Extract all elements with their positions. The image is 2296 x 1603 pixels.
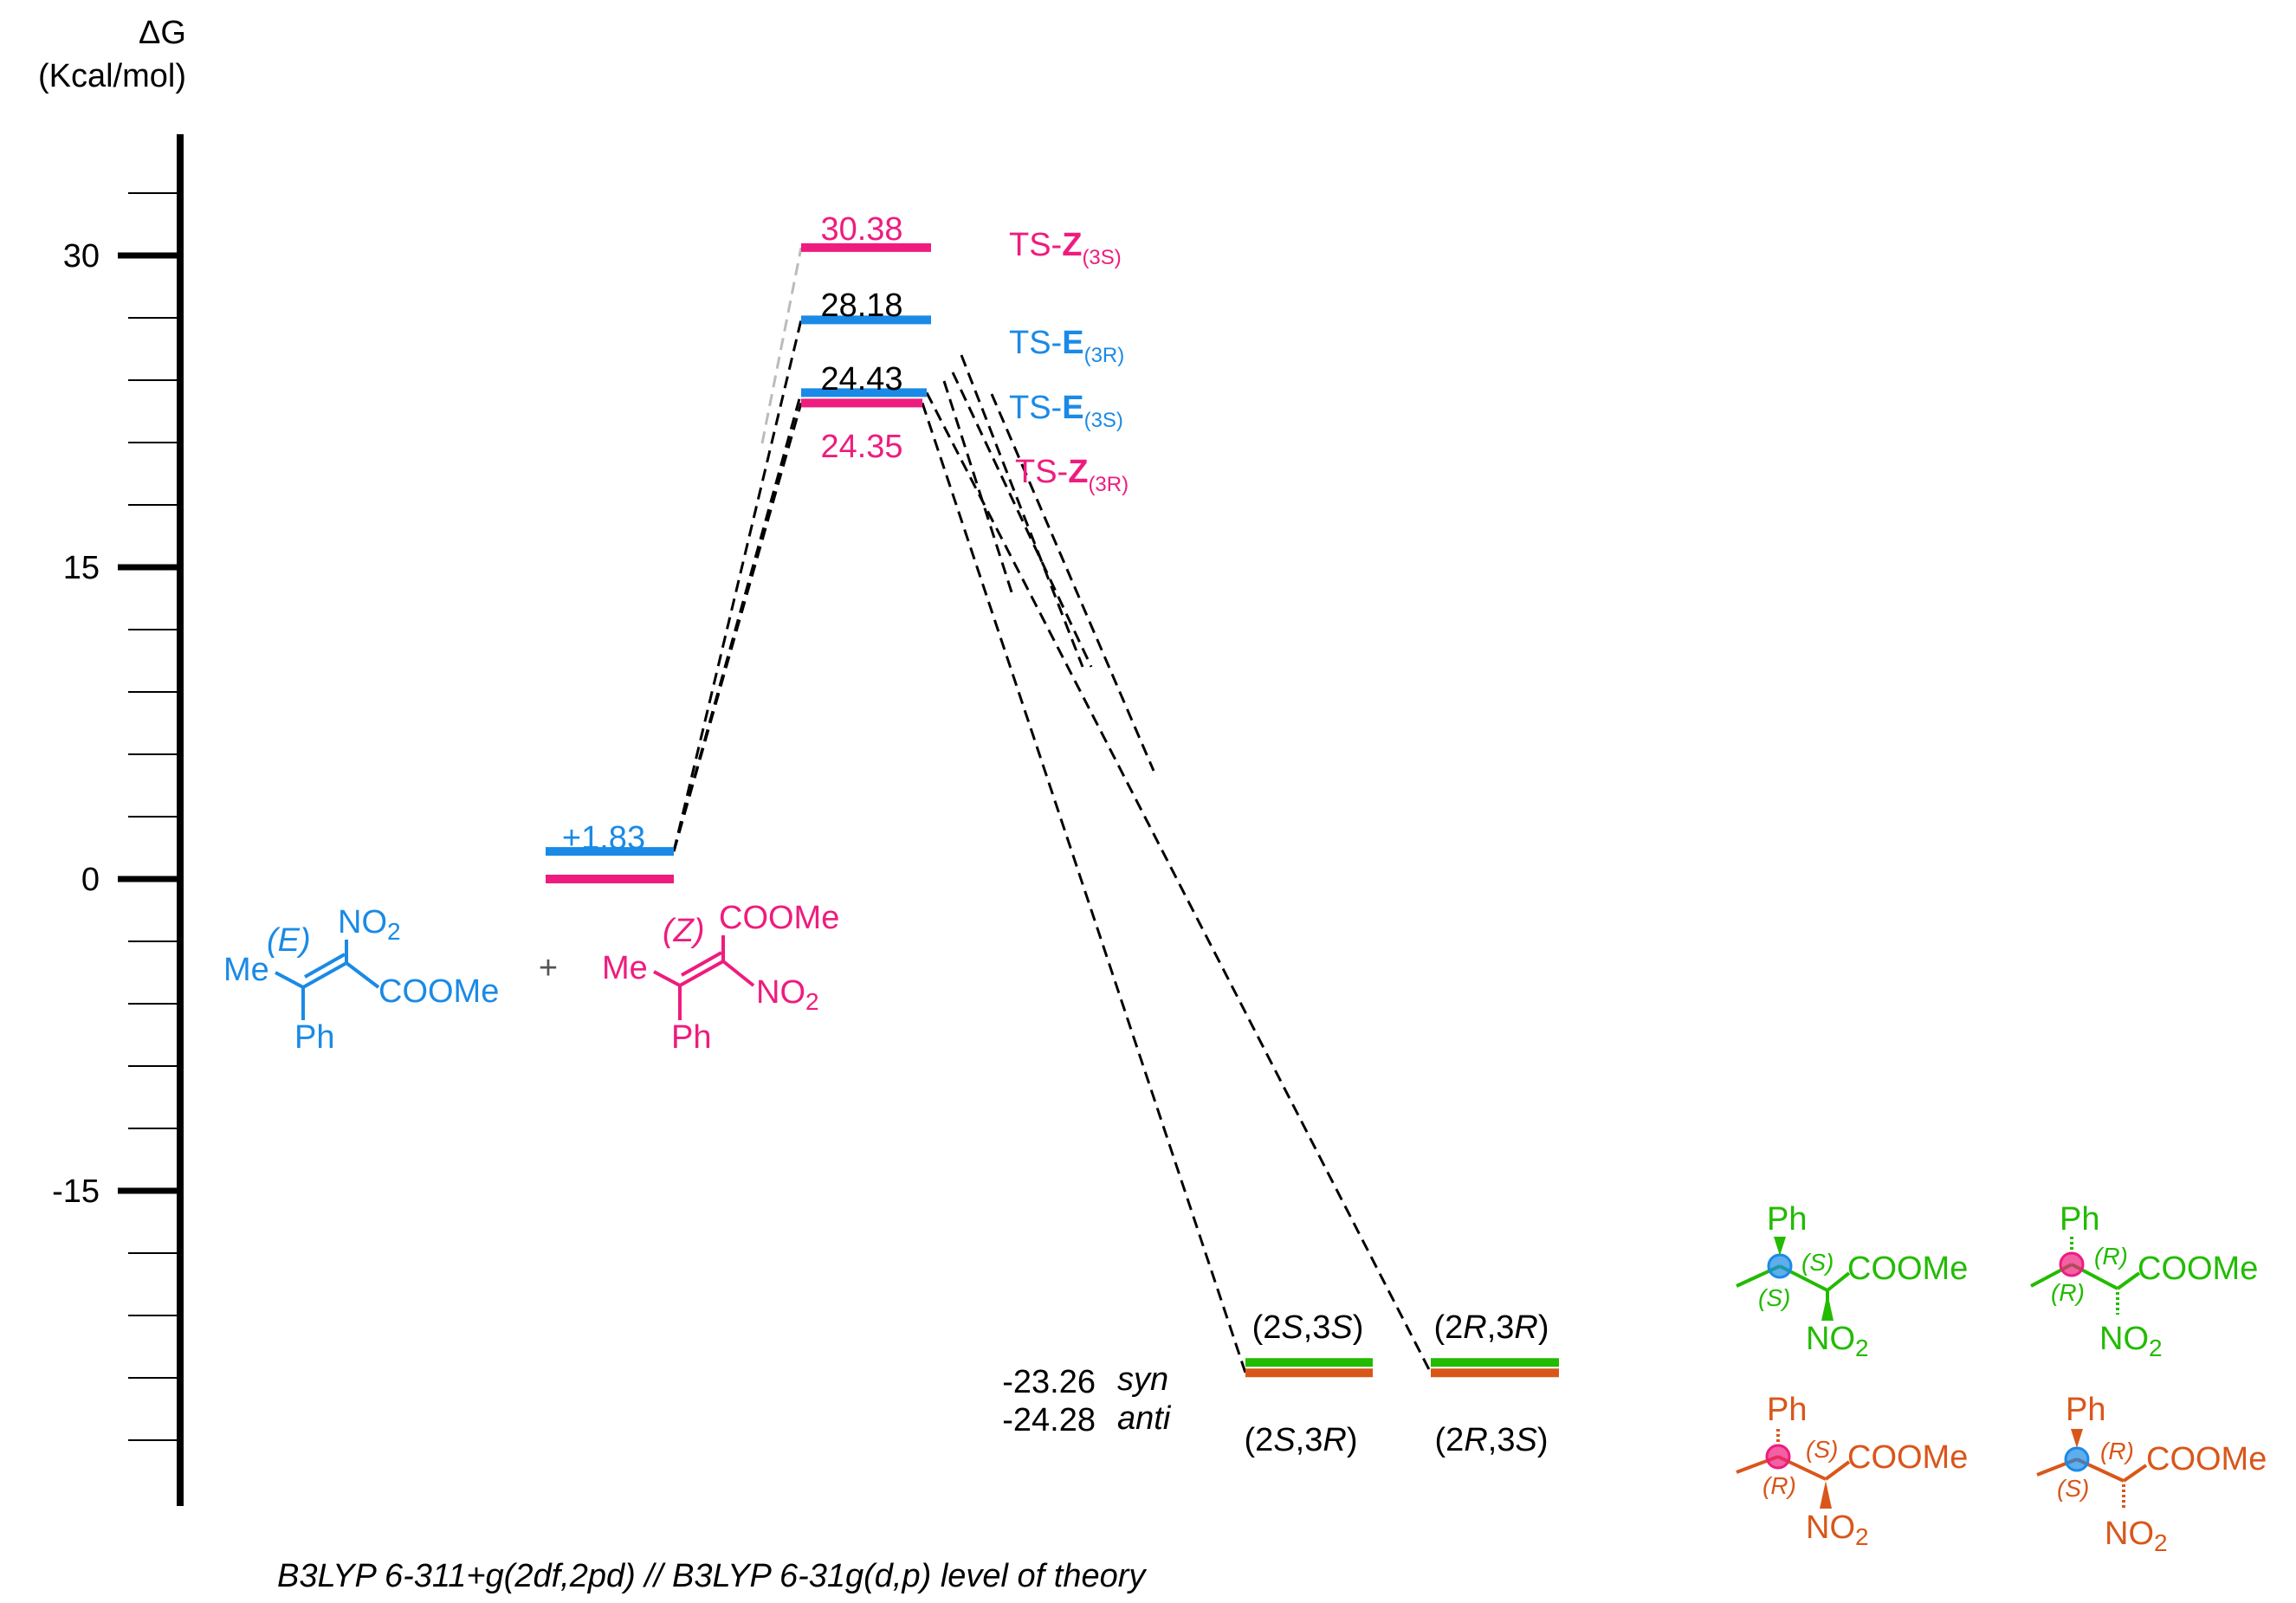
svg-text:COOMe: COOMe — [378, 973, 499, 1010]
svg-text:TS-Z(3R): TS-Z(3R) — [1015, 454, 1129, 496]
reactant-e-structure: (E) NO2 Me COOMe Ph — [223, 904, 499, 1056]
product-label-2s3s: (2S,3S) — [1252, 1309, 1364, 1346]
svg-text:(Z): (Z) — [663, 913, 705, 949]
svg-text:NO2: NO2 — [1806, 1321, 1869, 1361]
svg-text:Ph: Ph — [671, 1019, 711, 1056]
connector-gray — [760, 247, 803, 444]
svg-text:COOMe: COOMe — [2146, 1441, 2267, 1477]
svg-text:Ph: Ph — [2066, 1392, 2105, 1428]
svg-text:NO2: NO2 — [2099, 1321, 2163, 1361]
y-axis: 30 15 0 -15 — [52, 134, 184, 1506]
svg-text:TS-Z(3S): TS-Z(3S) — [1009, 227, 1122, 269]
svg-text:(R): (R) — [1762, 1472, 1796, 1499]
y-tick-label: 15 — [63, 550, 100, 586]
y-tick-label: -15 — [52, 1173, 100, 1210]
svg-text:TS-E(3R): TS-E(3R) — [1009, 325, 1124, 367]
product-energy-anti: -24.28 — [1002, 1402, 1096, 1438]
y-axis-label-delta-g: ΔG — [139, 15, 186, 51]
svg-text:Ph: Ph — [1767, 1201, 1807, 1238]
level-label-ts-e-3s: 24.43 — [820, 361, 902, 398]
level-label-reactant-e: +1.83 — [562, 820, 645, 856]
svg-text:Me: Me — [223, 952, 269, 988]
ts-label-e-3s: TS-E(3S) — [1009, 390, 1123, 432]
svg-text:COOMe: COOMe — [719, 900, 839, 936]
level-label-ts-e-3r: 28.18 — [820, 288, 902, 324]
connector-truncated — [951, 372, 1093, 668]
product-structure-4: Ph (R) (S) COOMe NO2 — [2036, 1392, 2267, 1556]
connector-truncated — [942, 380, 1015, 598]
svg-text:(R): (R) — [2051, 1279, 2085, 1306]
svg-text:(R): (R) — [2100, 1438, 2134, 1464]
svg-text:(S): (S) — [1801, 1249, 1834, 1276]
connector-truncated — [990, 393, 1155, 772]
y-tick-label: 0 — [81, 862, 100, 898]
product-label-2s3r: (2S,3R) — [1245, 1422, 1358, 1458]
svg-text:NO2: NO2 — [756, 974, 819, 1015]
connector-reactant-ts-e-3s — [672, 391, 803, 852]
connector-reactant-ts-z-3r — [672, 402, 803, 852]
product-label-2r3s: (2R,3S) — [1435, 1422, 1549, 1458]
level-label-ts-z-3s: 30.38 — [820, 211, 902, 248]
ts-label-e-3r: TS-E(3R) — [1009, 325, 1124, 367]
svg-text:Ph: Ph — [1767, 1392, 1807, 1428]
svg-text:COOMe: COOMe — [1847, 1251, 1968, 1287]
svg-text:TS-E(3S): TS-E(3S) — [1009, 390, 1123, 432]
product-structure-1: Ph (S) (S) COOMe NO2 — [1736, 1201, 1968, 1361]
reactant-z-structure: (Z) COOMe Me NO2 Ph — [602, 900, 839, 1056]
ts-label-z-3s: TS-Z(3S) — [1009, 227, 1122, 269]
reactant-plus: + — [539, 950, 558, 986]
product-energy-syn-label: syn — [1117, 1361, 1168, 1398]
svg-text:Me: Me — [602, 950, 648, 986]
connector-ts-e-3s-prod — [925, 391, 1433, 1374]
svg-text:COOMe: COOMe — [2138, 1251, 2258, 1287]
svg-text:NO2: NO2 — [2105, 1516, 2168, 1556]
connector-lines — [672, 247, 1433, 1374]
product-structure-2: Ph (R) (R) COOMe NO2 — [2030, 1201, 2258, 1361]
svg-text:NO2: NO2 — [1806, 1509, 1869, 1550]
svg-text:(S): (S) — [1806, 1436, 1838, 1463]
product-energy-syn: -23.26 — [1002, 1364, 1096, 1400]
svg-text:Ph: Ph — [2060, 1201, 2099, 1238]
ts-label-z-3r: TS-Z(3R) — [1015, 454, 1129, 496]
svg-text:(R): (R) — [2094, 1243, 2128, 1270]
level-label-ts-z-3r: 24.35 — [820, 429, 902, 465]
connector-truncated — [960, 354, 1084, 668]
svg-text:Ph: Ph — [294, 1019, 334, 1056]
connector-reactant-ts-e-3r — [672, 320, 803, 852]
svg-text:(E): (E) — [267, 922, 311, 959]
y-tick-label: 30 — [63, 238, 100, 275]
svg-text:COOMe: COOMe — [1847, 1439, 1968, 1476]
connector-ts-z-3r-prod — [921, 402, 1247, 1374]
footnote: B3LYP 6-311+g(2df,2pd) // B3LYP 6-31g(d,… — [277, 1558, 1147, 1594]
product-energy-anti-label: anti — [1117, 1400, 1172, 1437]
energy-levels — [546, 242, 1559, 1378]
svg-text:(S): (S) — [1758, 1284, 1790, 1311]
product-label-2r3r: (2R,3R) — [1433, 1309, 1549, 1346]
y-axis-label-units: (Kcal/mol) — [38, 58, 186, 94]
svg-text:NO2: NO2 — [338, 904, 401, 945]
svg-text:(S): (S) — [2057, 1475, 2089, 1502]
product-structure-3: Ph (S) (R) COOMe NO2 — [1736, 1392, 1968, 1550]
